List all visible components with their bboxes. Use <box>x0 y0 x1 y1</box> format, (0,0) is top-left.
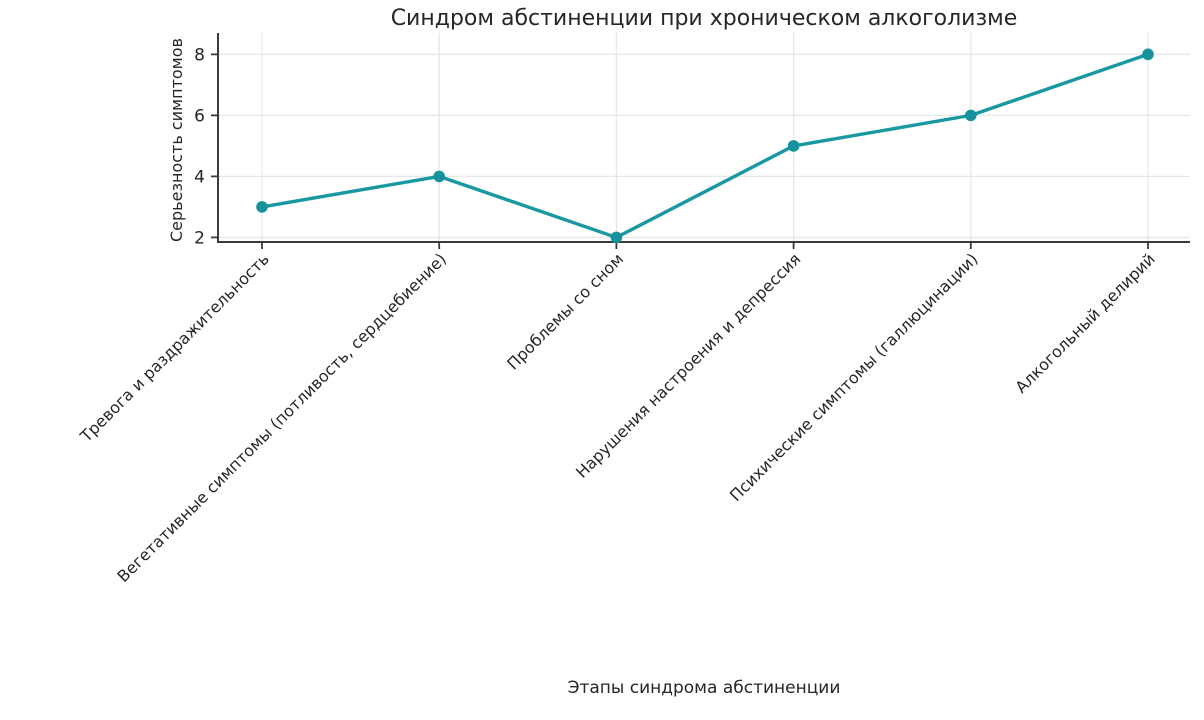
x-tick-label: Проблемы со сном <box>503 249 627 373</box>
data-point <box>610 231 623 244</box>
y-tick-label: 4 <box>194 167 205 187</box>
data-point <box>433 170 446 183</box>
data-point <box>256 201 268 213</box>
x-tick-label: Вегетативные симптомы (потливость, сердц… <box>113 249 450 586</box>
x-tick-label: Алкогольный делирий <box>1011 249 1158 396</box>
x-axis-label: Этапы синдрома абстиненции <box>567 678 841 698</box>
data-point <box>1142 48 1154 61</box>
line-series <box>260 52 1150 240</box>
data-point <box>787 140 800 152</box>
x-tick-label: Тревога и раздражительность <box>76 249 273 446</box>
data-point <box>965 109 977 122</box>
y-tick-label: 6 <box>194 106 205 126</box>
y-tick-label: 8 <box>194 45 205 65</box>
y-tick-label: 2 <box>194 228 205 248</box>
chart-title: Синдром абстиненции при хроническом алко… <box>390 6 1018 31</box>
